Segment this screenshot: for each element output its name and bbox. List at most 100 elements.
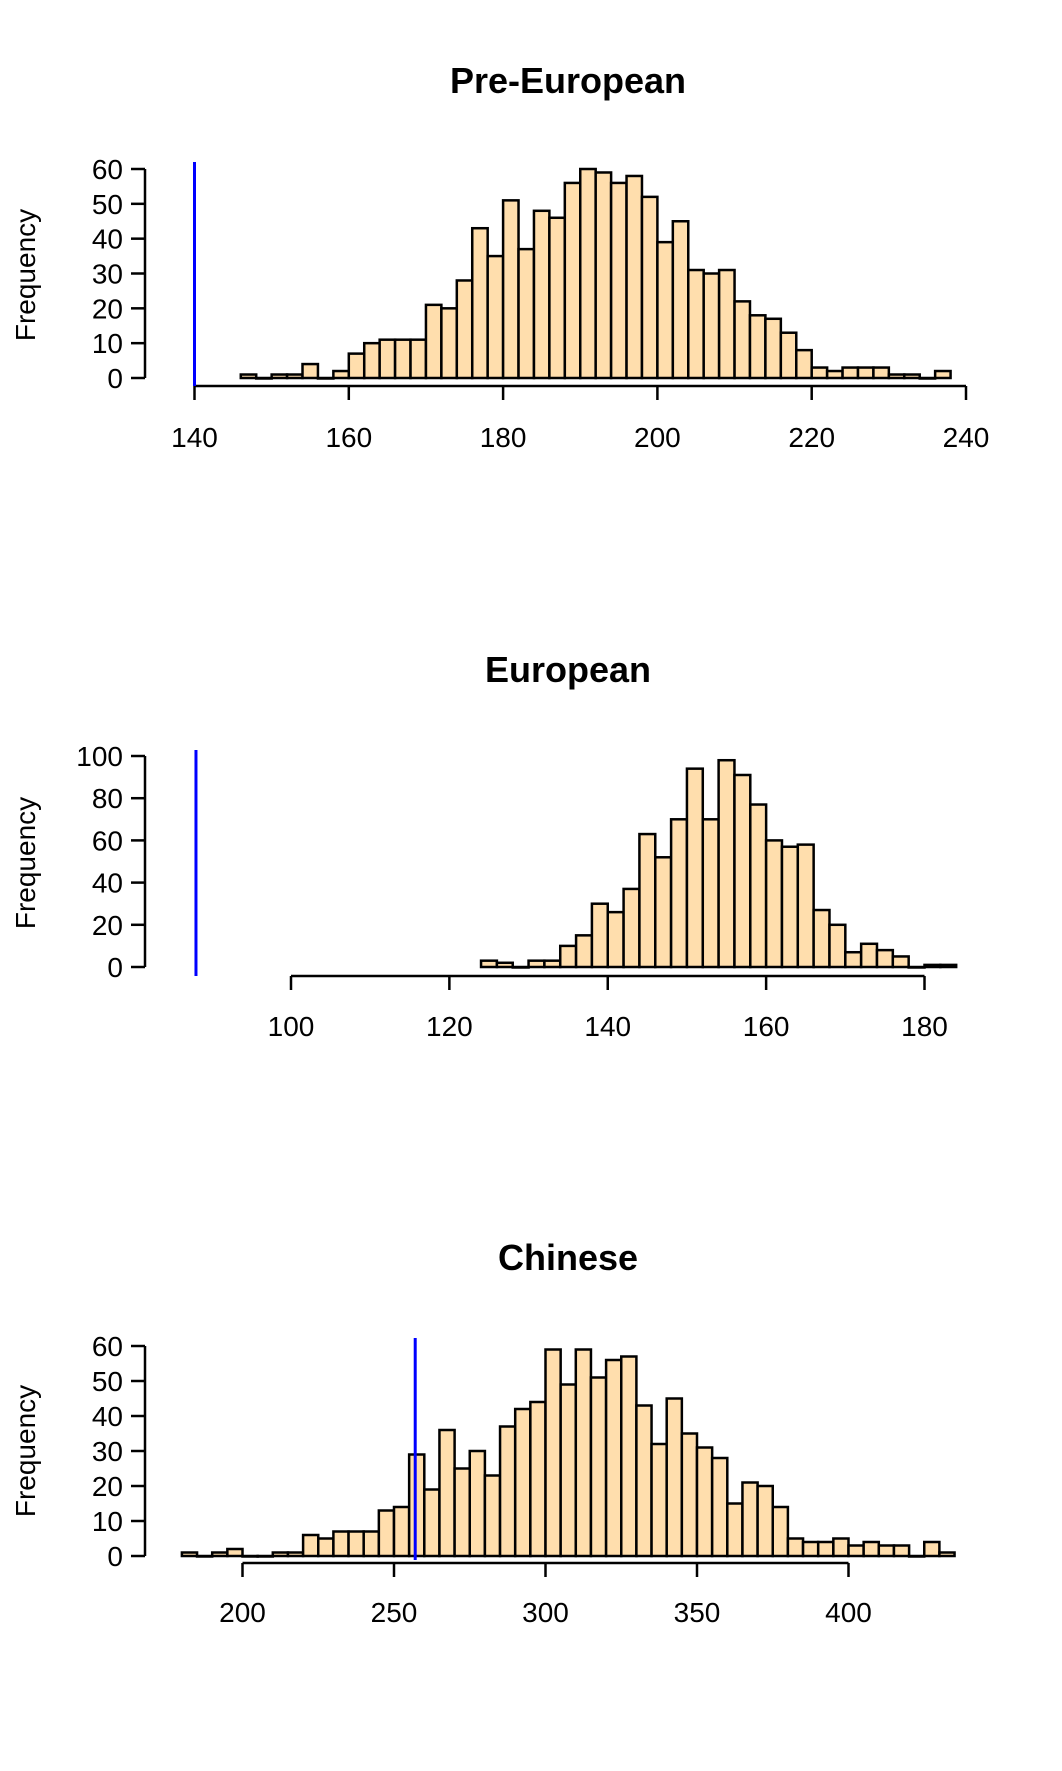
y-axis-label: Frequency [10, 797, 41, 929]
histogram-bar [377, 1509, 396, 1558]
histogram-bar [710, 1456, 729, 1558]
histogram-plot: 0 10 20 30 40 50 60 200 250 300 350 400 [92, 1331, 956, 1628]
y-tick-label: 60 [92, 1331, 123, 1362]
histogram-bar [810, 366, 829, 380]
x-tick-label: 180 [901, 1011, 948, 1042]
histogram-bar [748, 314, 767, 380]
histogram-bar [270, 373, 289, 380]
histogram-bar [933, 369, 952, 380]
histogram-bar [786, 1537, 805, 1558]
histogram-bar [239, 373, 258, 380]
histogram-bar [650, 1442, 668, 1558]
histogram-bar [756, 1484, 774, 1558]
histogram-bar [180, 1551, 199, 1558]
histogram-bar [669, 818, 689, 969]
histogram-bar [501, 199, 520, 380]
histogram-bar [795, 348, 813, 380]
x-tick-label: 100 [268, 1011, 315, 1042]
histogram-bar [771, 1505, 790, 1558]
chart-title: European [485, 649, 651, 690]
histogram-bar [938, 1551, 956, 1558]
histogram-bar [527, 959, 546, 969]
histogram-bar [749, 803, 768, 969]
histogram-bar [671, 220, 690, 380]
histogram-bar [764, 317, 783, 380]
y-tick-label: 60 [92, 154, 123, 185]
histogram-bar [332, 1530, 350, 1558]
histogram-bar [407, 1453, 426, 1558]
histogram-bar [625, 174, 644, 380]
histogram-bar [872, 366, 891, 380]
y-tick-label: 20 [92, 293, 123, 324]
chart-title: Pre-European [450, 60, 686, 101]
histogram-bar [907, 1554, 926, 1558]
histogram-bar [638, 832, 657, 969]
histogram-bar [847, 1544, 865, 1558]
histogram-bar [741, 1481, 759, 1558]
histogram-bar [409, 338, 428, 380]
y-tick-label: 80 [92, 783, 123, 814]
histogram-bar [423, 1488, 441, 1558]
histogram-bar [717, 268, 736, 380]
histogram-bar [544, 1348, 562, 1558]
histogram-bar [635, 1404, 653, 1558]
histogram-bar [285, 373, 304, 380]
x-tick-label: 200 [634, 422, 681, 453]
histogram-bar [393, 338, 412, 380]
x-tick-label: 250 [371, 1597, 418, 1628]
y-tick-label: 10 [92, 1506, 123, 1537]
histogram-bar [656, 240, 675, 380]
x-tick-label: 160 [325, 422, 372, 453]
x-tick-label: 180 [480, 422, 527, 453]
panel-chinese: Chinese Frequency 0 10 20 30 40 50 60 200 250 300… [10, 1237, 956, 1628]
histogram-bar [271, 1551, 290, 1558]
y-tick-label: 40 [92, 1401, 123, 1432]
histogram-bar [362, 341, 381, 380]
histogram-bar [606, 910, 625, 969]
panel-european: European Frequency 0 20 40 60 80 100 100 120 140… [10, 649, 958, 1042]
histogram-bar [733, 773, 752, 969]
histogram-bar [347, 352, 366, 380]
histogram-bar [256, 1554, 275, 1558]
histogram-bar [923, 963, 942, 969]
histogram-bar [780, 845, 800, 969]
histogram-bar [210, 1551, 229, 1558]
histogram-bar [362, 1530, 381, 1558]
histogram-bar [594, 171, 613, 380]
histogram-bar [665, 1397, 684, 1558]
histogram-bar [918, 376, 937, 380]
histogram-bar [844, 950, 863, 969]
histogram-bar [923, 1540, 941, 1558]
histogram-bar [511, 965, 530, 969]
x-tick-label: 400 [825, 1597, 872, 1628]
x-tick-label: 160 [743, 1011, 790, 1042]
x-tick-label: 120 [426, 1011, 473, 1042]
histogram-bar [529, 1400, 547, 1558]
histogram-bar [455, 279, 474, 380]
histogram-bar [640, 195, 659, 380]
histogram-bar [486, 254, 505, 380]
histogram-plot: 0 20 40 60 80 100 100 120 140 160 180 [76, 741, 958, 1042]
y-tick-label: 50 [92, 189, 123, 220]
x-tick-label: 140 [584, 1011, 631, 1042]
histogram-bar [733, 300, 752, 380]
histogram-bar [579, 167, 597, 380]
histogram-bar [440, 307, 459, 380]
histogram-bar [317, 1537, 335, 1558]
histogram-bar [195, 1554, 214, 1558]
y-axis-label: Frequency [10, 209, 41, 341]
y-tick-label: 0 [107, 363, 123, 394]
y-tick-label: 0 [107, 1541, 123, 1572]
histogram-bar [574, 934, 594, 969]
histogram-bar [301, 362, 320, 380]
histogram-bar [859, 942, 879, 969]
histogram-bar [424, 303, 443, 380]
histogram-bar [347, 1530, 365, 1558]
histogram-bar [828, 923, 847, 969]
histogram-bar [559, 1383, 578, 1558]
y-tick-label: 30 [92, 1436, 123, 1467]
histogram-bar [685, 767, 705, 969]
chart-title: Chinese [498, 1237, 638, 1278]
histogram-bar [825, 369, 844, 380]
